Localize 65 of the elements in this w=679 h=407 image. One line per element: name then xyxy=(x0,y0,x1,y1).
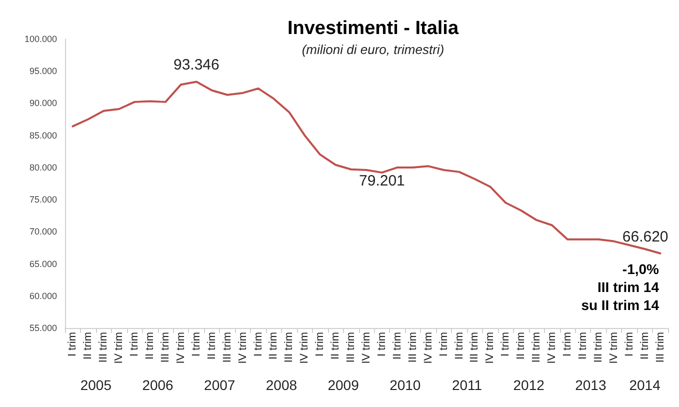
x-tick-label: III trim xyxy=(160,332,172,363)
x-tick-label: IV trim xyxy=(174,332,187,364)
x-tick-label: III trim xyxy=(345,332,358,363)
x-tick-label: IV trim xyxy=(422,332,434,364)
y-tick-label: 90.000 xyxy=(29,98,57,108)
x-tick-label: I trim xyxy=(190,332,202,356)
x-tick-label: IV trim xyxy=(298,332,311,364)
x-tick-label: II trim xyxy=(391,332,404,360)
text: 2006 xyxy=(142,377,174,393)
x-tick-label: II trim xyxy=(576,332,589,360)
text: 2010 xyxy=(390,377,421,393)
x-tick-label: II trim xyxy=(638,332,651,360)
x-tick-label: I trim xyxy=(252,332,264,356)
data-label: 66.620 xyxy=(622,228,668,246)
annotation: -1,0% III trim 14 su II trim 14 xyxy=(581,261,660,313)
text: 2011 xyxy=(452,377,482,393)
x-tick-label: IV trim xyxy=(484,332,496,364)
x-tick-label: I trim xyxy=(376,332,388,356)
x-tick-label: I trim xyxy=(562,332,574,356)
x-tick-label: IV trim xyxy=(113,332,126,364)
data-label: 79.201 xyxy=(359,172,405,190)
y-tick-label: 55.000 xyxy=(29,323,57,333)
x-tick-label: IV trim xyxy=(608,332,620,364)
x-tick-label: II trim xyxy=(515,332,528,360)
x-tick-label: II trim xyxy=(453,332,466,360)
x-tick-label: IV trim xyxy=(546,332,558,364)
x-tick-label: III trim xyxy=(283,332,296,363)
x-tick-label: I trim xyxy=(623,332,636,356)
text: 2005 xyxy=(80,377,112,393)
x-tick-label: III trim xyxy=(592,332,604,363)
x-tick-label: III trim xyxy=(221,332,234,363)
text: 2012 xyxy=(513,377,545,393)
x-tick-label: I trim xyxy=(128,332,141,356)
y-tick-label: 70.000 xyxy=(29,226,57,237)
text: 2007 xyxy=(204,377,236,393)
x-tick-label: I trim xyxy=(314,332,326,356)
x-tick-label: II trim xyxy=(144,332,156,360)
y-tick-label: 60.000 xyxy=(29,290,57,301)
data-label: 93.346 xyxy=(173,56,220,74)
x-tick-label: II trim xyxy=(82,332,94,360)
x-tick-label: I trim xyxy=(500,332,512,356)
y-tick-label: 95.000 xyxy=(29,66,57,76)
chart-subtitle: (milioni di euro, trimestri) xyxy=(302,42,444,57)
x-tick-label: III trim xyxy=(406,332,419,363)
text: 2009 xyxy=(328,377,360,393)
y-tick-label: 100.000 xyxy=(24,34,57,44)
text: 2013 xyxy=(575,377,606,393)
x-tick-label: I trim xyxy=(438,332,450,356)
y-tick-label: 85.000 xyxy=(29,130,57,140)
chart-title: Investimenti - Italia xyxy=(287,18,459,39)
x-tick-label: III trim xyxy=(654,332,666,363)
x-tick-label: III trim xyxy=(468,332,481,363)
y-tick-label: 65.000 xyxy=(29,258,57,269)
x-tick-label: IV trim xyxy=(236,332,249,364)
x-tick-label: II trim xyxy=(206,332,218,360)
text: 2008 xyxy=(266,377,298,393)
x-tick-label: II trim xyxy=(268,332,280,360)
x-tick-label: IV trim xyxy=(360,332,372,364)
text: 2014 xyxy=(629,377,661,393)
x-tick-label: II trim xyxy=(330,332,342,360)
x-tick-label: I trim xyxy=(66,332,79,356)
y-tick-label: 75.000 xyxy=(29,194,57,205)
y-tick-label: 80.000 xyxy=(29,162,57,172)
x-tick-label: III trim xyxy=(98,332,110,363)
x-tick-label: III trim xyxy=(530,332,543,363)
